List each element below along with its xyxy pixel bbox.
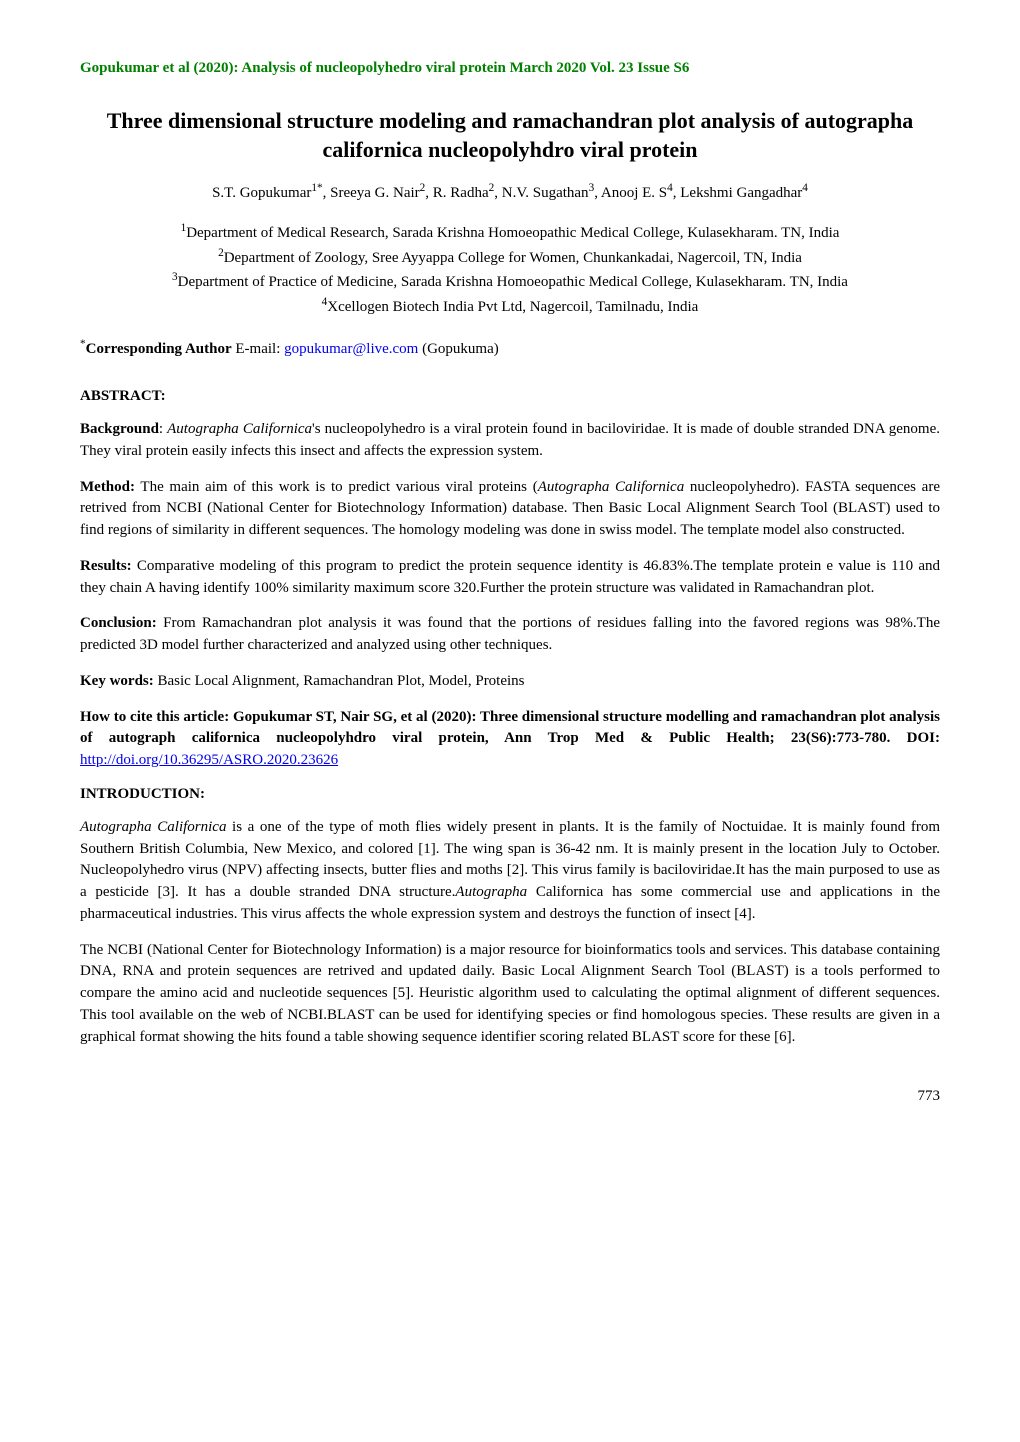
- corresponding-email[interactable]: gopukumar@live.com: [284, 341, 418, 357]
- intro-paragraph-2: The NCBI (National Center for Biotechnol…: [80, 940, 940, 1049]
- corresponding-suffix: (Gopukuma): [418, 341, 498, 357]
- citation-prefix: How to cite this article: Gopukumar ST, …: [80, 709, 940, 747]
- paper-title: Three dimensional structure modeling and…: [80, 107, 940, 164]
- introduction-heading: INTRODUCTION:: [80, 786, 940, 803]
- doi-link[interactable]: http://doi.org/10.36295/ASRO.2020.23626: [80, 752, 338, 768]
- affiliation-3: 3Department of Practice of Medicine, Sar…: [80, 269, 940, 294]
- keywords-label: Key words:: [80, 673, 154, 689]
- results-label: Results:: [80, 558, 132, 574]
- corresponding-label: *Corresponding Author E-mail:: [80, 341, 284, 357]
- conclusion-label: Conclusion:: [80, 615, 157, 631]
- intro-paragraph-1: Autographa Californica is a one of the t…: [80, 817, 940, 926]
- affiliation-2: 2Department of Zoology, Sree Ayyappa Col…: [80, 245, 940, 270]
- abstract-conclusion: Conclusion: From Ramachandran plot analy…: [80, 613, 940, 657]
- affiliations-block: 1Department of Medical Research, Sarada …: [80, 220, 940, 318]
- abstract-results: Results: Comparative modeling of this pr…: [80, 556, 940, 600]
- background-text: : Autographa Californica's nucleopolyhed…: [80, 421, 940, 459]
- affiliation-4: 4Xcellogen Biotech India Pvt Ltd, Nagerc…: [80, 294, 940, 319]
- abstract-background: Background: Autographa Californica's nuc…: [80, 419, 940, 463]
- corresponding-author: *Corresponding Author E-mail: gopukumar@…: [80, 338, 940, 358]
- abstract-method: Method: The main aim of this work is to …: [80, 477, 940, 542]
- abstract-heading: ABSTRACT:: [80, 388, 940, 405]
- method-label: Method:: [80, 479, 135, 495]
- page-number: 773: [80, 1088, 940, 1105]
- authors-line: S.T. Gopukumar1*, Sreeya G. Nair2, R. Ra…: [80, 182, 940, 202]
- affiliation-1: 1Department of Medical Research, Sarada …: [80, 220, 940, 245]
- method-text: The main aim of this work is to predict …: [80, 479, 940, 539]
- background-label: Background: [80, 421, 159, 437]
- keywords: Key words: Basic Local Alignment, Ramach…: [80, 671, 940, 693]
- running-header: Gopukumar et al (2020): Analysis of nucl…: [80, 60, 940, 77]
- results-text: Comparative modeling of this program to …: [80, 558, 940, 596]
- keywords-text: Basic Local Alignment, Ramachandran Plot…: [154, 673, 525, 689]
- conclusion-text: From Ramachandran plot analysis it was f…: [80, 615, 940, 653]
- how-to-cite: How to cite this article: Gopukumar ST, …: [80, 707, 940, 772]
